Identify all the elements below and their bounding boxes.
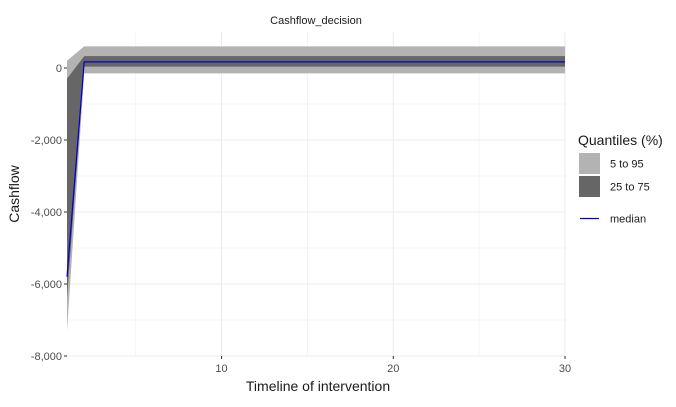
legend-label: median	[610, 214, 646, 226]
legend-label: 5 to 95	[610, 159, 644, 171]
y-tick-label: -4,000	[31, 207, 62, 219]
panel-background	[67, 32, 565, 356]
x-tick-label: 30	[559, 363, 571, 375]
x-axis: 10 20 30	[215, 356, 571, 375]
legend-title: Quantiles (%)	[578, 132, 663, 148]
chart-title: Cashflow_decision	[270, 15, 362, 27]
y-tick-label: -2,000	[31, 135, 62, 147]
legend-label: 25 to 75	[610, 182, 650, 194]
grid-minor	[67, 32, 565, 356]
legend-items: 5 to 95 25 to 75 median	[579, 153, 650, 226]
median-line	[66, 61, 565, 277]
y-tick-label: -6,000	[31, 279, 62, 291]
legend: Quantiles (%) 5 to 95 25 to 75 median	[578, 132, 663, 226]
x-axis-label: Timeline of intervention	[246, 378, 390, 394]
x-tick-label: 10	[215, 363, 227, 375]
y-tick-label: 0	[56, 63, 62, 75]
y-axis-label: Cashflow	[6, 164, 22, 222]
y-axis: 0 -2,000 -4,000 -6,000 -8,000	[31, 63, 67, 363]
legend-key-25-to-75	[579, 176, 600, 197]
median-layer	[66, 61, 565, 277]
y-tick-label: -8,000	[31, 351, 62, 363]
plot-area	[66, 32, 566, 357]
legend-key-5-to-95	[579, 153, 600, 174]
x-tick-label: 20	[387, 363, 399, 375]
